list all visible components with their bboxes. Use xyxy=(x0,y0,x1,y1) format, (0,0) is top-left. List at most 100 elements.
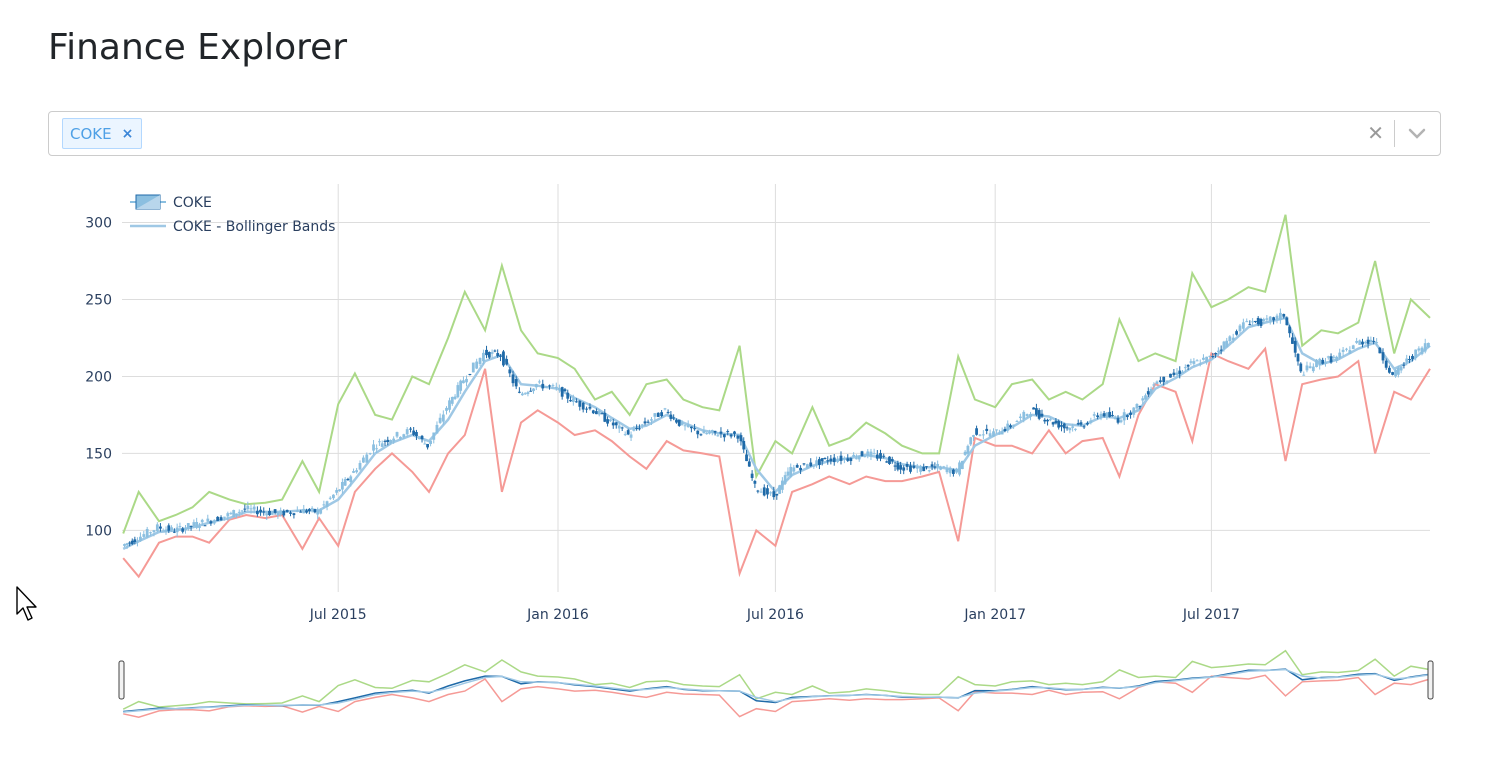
candle-body xyxy=(292,513,296,516)
candle-body xyxy=(229,512,233,514)
candle-body xyxy=(966,445,970,454)
candle-body xyxy=(392,438,396,442)
candle-body xyxy=(426,443,429,448)
candle-body xyxy=(849,458,853,462)
candle-body xyxy=(237,511,241,513)
candle-body xyxy=(890,459,894,462)
candle-body xyxy=(1018,416,1022,419)
candle-body xyxy=(1265,318,1269,320)
range-slider-left-handle[interactable] xyxy=(118,660,125,700)
candle-body xyxy=(915,467,919,469)
candle-body xyxy=(585,408,588,410)
candle-body xyxy=(305,510,308,513)
candle-body xyxy=(719,431,723,434)
close-icon[interactable]: ✕ xyxy=(1367,121,1384,145)
candle-body xyxy=(608,419,612,422)
candle-body xyxy=(249,508,253,510)
candle-body xyxy=(693,428,696,430)
candle-body xyxy=(1335,356,1339,361)
candle-body xyxy=(882,455,886,457)
candle-body xyxy=(532,388,535,392)
candle-body xyxy=(1259,319,1263,326)
candle-body xyxy=(459,380,463,391)
candle-body xyxy=(1305,365,1309,371)
candle-body xyxy=(1355,340,1359,343)
candle-body xyxy=(930,464,934,467)
candle-body xyxy=(623,434,627,436)
candle-body xyxy=(1076,423,1080,425)
candle-body xyxy=(1341,349,1345,352)
x-tick-label: Jul 2016 xyxy=(746,607,804,623)
candle-body xyxy=(942,466,946,468)
candle-body xyxy=(762,487,766,496)
candle-body xyxy=(1411,355,1414,360)
candle-body xyxy=(1205,356,1209,363)
candle-body xyxy=(1079,422,1083,425)
candle-body xyxy=(888,456,891,464)
candle-body xyxy=(279,510,283,515)
candle-body xyxy=(1086,423,1089,425)
candle-body xyxy=(1152,384,1156,386)
candle-body xyxy=(739,435,743,442)
candle-body xyxy=(1241,322,1245,329)
candle-body xyxy=(1351,345,1355,350)
candle-body xyxy=(178,526,182,528)
candle-body xyxy=(1348,350,1352,354)
candle-body xyxy=(1345,348,1348,350)
legend-item-bollinger[interactable]: COKE - Bollinger Bands xyxy=(130,219,335,235)
candle-body xyxy=(716,435,720,437)
candle-body xyxy=(1396,367,1400,375)
candle-body xyxy=(322,504,326,506)
range-slider[interactable] xyxy=(118,649,1434,718)
candle-body xyxy=(563,389,567,392)
candle-body xyxy=(1338,352,1342,358)
candle-body xyxy=(629,434,633,438)
candle-body xyxy=(912,465,916,468)
candle-body xyxy=(1358,340,1362,345)
candle-body xyxy=(948,467,952,474)
candle-body xyxy=(1296,353,1300,362)
candle-body xyxy=(575,401,578,403)
candle-body xyxy=(1048,419,1052,421)
candle-body xyxy=(209,521,213,524)
candle-body xyxy=(1158,380,1162,383)
candle-body xyxy=(1324,361,1327,364)
candle-body xyxy=(905,463,909,467)
candle-body xyxy=(1262,319,1266,321)
candle-body xyxy=(713,430,717,433)
candle-body xyxy=(265,513,269,516)
candle-body xyxy=(252,506,256,510)
legend-item-coke[interactable]: COKE xyxy=(130,194,212,211)
candle-body xyxy=(285,509,289,512)
candle-body xyxy=(775,493,779,496)
candle-body xyxy=(1135,403,1139,409)
candle-body xyxy=(818,459,821,465)
candle-body xyxy=(417,438,421,440)
candle-body xyxy=(1318,358,1322,366)
candle-body xyxy=(1108,411,1112,417)
candle-body xyxy=(1288,326,1292,334)
chevron-down-icon[interactable] xyxy=(1402,117,1432,150)
candle-body xyxy=(448,400,451,410)
candle-body xyxy=(1202,357,1205,360)
candle-body xyxy=(992,431,995,437)
candle-body xyxy=(1003,428,1007,431)
candle-body xyxy=(1040,413,1044,417)
candle-body xyxy=(1414,349,1418,359)
candle-body xyxy=(1282,314,1286,317)
candle-body xyxy=(523,393,527,395)
chart-legend[interactable]: COKE COKE - Bollinger Bands xyxy=(130,194,335,235)
candle-body xyxy=(1405,358,1409,362)
range-slider-right-handle[interactable] xyxy=(1427,660,1434,700)
candle-body xyxy=(554,386,558,388)
candle-body xyxy=(307,509,311,512)
candle-body xyxy=(626,430,630,435)
candle-body xyxy=(1222,341,1226,349)
ticker-tag-remove-button[interactable]: × xyxy=(121,125,134,142)
ticker-multiselect[interactable]: COKE × ✕ xyxy=(48,111,1441,156)
candle-body xyxy=(1326,356,1330,358)
candle-body xyxy=(1062,423,1066,429)
candle-body xyxy=(170,527,173,530)
candle-body xyxy=(259,509,262,513)
